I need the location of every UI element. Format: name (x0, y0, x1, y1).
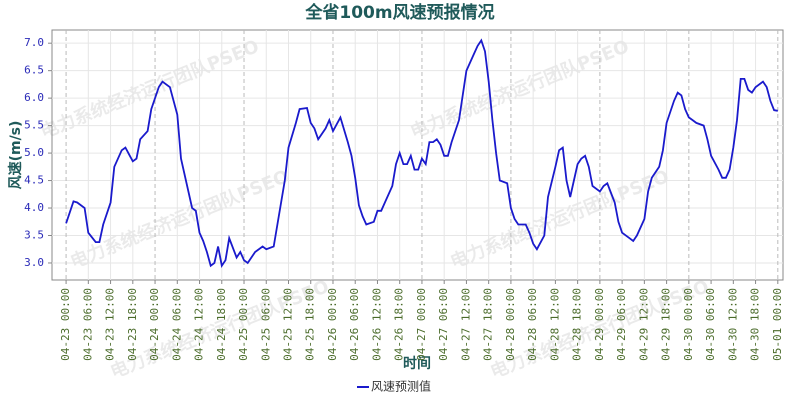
x-tick-label: 04-24 18:00 (215, 288, 228, 361)
x-tick-label: 04-23 12:00 (104, 288, 117, 361)
x-tick-label: 04-25 12:00 (282, 288, 295, 361)
y-tick-label: 7.0 (24, 36, 44, 49)
y-tick-label: 6.5 (24, 64, 44, 77)
x-axis-label: 时间 (403, 355, 431, 372)
x-tick-label: 04-23 06:00 (81, 288, 94, 361)
x-tick-label: 04-28 06:00 (526, 288, 539, 361)
x-tick-label: 04-29 00:00 (593, 288, 606, 361)
x-tick-label: 04-24 12:00 (193, 288, 206, 361)
x-tick-label: 05-01 00:00 (771, 288, 784, 361)
x-tick-label: 04-30 12:00 (726, 288, 739, 361)
y-tick-label: 4.5 (24, 174, 44, 187)
y-tick-label: 5.0 (24, 146, 44, 159)
x-tick-label: 04-30 00:00 (682, 288, 695, 361)
y-tick-label: 6.0 (24, 91, 44, 104)
chart-title: 全省100m风速预报情况 (304, 2, 494, 23)
plot-area (51, 29, 784, 281)
y-tick-label: 3.0 (24, 256, 44, 269)
x-tick-label: 04-30 06:00 (704, 288, 717, 361)
x-tick-label: 04-28 18:00 (571, 288, 584, 361)
y-tick-label: 3.5 (24, 228, 44, 241)
x-tick-label: 04-29 18:00 (660, 288, 673, 361)
x-tick-label: 04-29 06:00 (615, 288, 628, 361)
x-tick-label: 04-26 12:00 (370, 288, 383, 361)
y-tick-label: 4.0 (24, 201, 44, 214)
x-tick-label: 04-25 18:00 (304, 288, 317, 361)
x-tick-label: 04-27 00:00 (415, 288, 428, 361)
legend-label: 风速预测值 (371, 379, 431, 394)
y-tick-label: 5.5 (24, 119, 44, 132)
x-tick-label: 04-26 00:00 (326, 288, 339, 361)
x-tick-label: 04-23 18:00 (126, 288, 139, 361)
x-tick-label: 04-23 00:00 (59, 288, 72, 361)
y-axis-label: 风速(m/s) (7, 121, 24, 190)
x-tick-label: 04-28 00:00 (504, 288, 517, 361)
x-tick-label: 04-24 06:00 (170, 288, 183, 361)
x-tick-label: 04-26 06:00 (348, 288, 361, 361)
x-tick-label: 04-29 12:00 (637, 288, 650, 361)
x-tick-label: 04-25 00:00 (237, 288, 250, 361)
x-tick-label: 04-25 06:00 (259, 288, 272, 361)
series-line (65, 38, 778, 269)
x-tick-label: 04-26 18:00 (393, 288, 406, 361)
x-tick-label: 04-28 12:00 (548, 288, 561, 361)
x-tick-label: 04-24 00:00 (148, 288, 161, 361)
x-tick-label: 04-27 06:00 (437, 288, 450, 361)
x-tick-label: 04-27 12:00 (459, 288, 472, 361)
x-tick-label: 04-30 18:00 (749, 288, 762, 361)
x-tick-label: 04-27 18:00 (482, 288, 495, 361)
